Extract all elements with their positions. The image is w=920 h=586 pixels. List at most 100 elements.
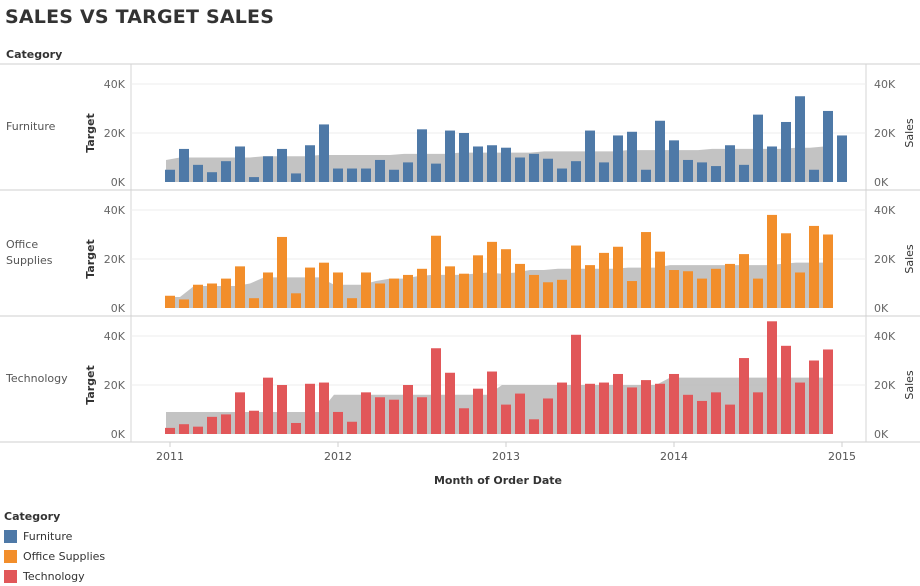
sales-bar[interactable]	[179, 424, 189, 434]
sales-bar[interactable]	[711, 166, 721, 182]
sales-bar[interactable]	[767, 214, 777, 308]
sales-bar[interactable]	[557, 279, 567, 308]
sales-bar[interactable]	[683, 394, 693, 434]
sales-bar[interactable]	[473, 388, 483, 434]
sales-bar[interactable]	[305, 383, 315, 434]
sales-bar[interactable]	[403, 162, 413, 182]
sales-bar[interactable]	[347, 421, 357, 434]
sales-bar[interactable]	[683, 159, 693, 182]
sales-bar[interactable]	[585, 383, 595, 434]
sales-bar[interactable]	[333, 272, 343, 308]
sales-bar[interactable]	[221, 161, 231, 182]
sales-bar[interactable]	[179, 299, 189, 308]
sales-bar[interactable]	[613, 135, 623, 182]
sales-bar[interactable]	[529, 419, 539, 434]
sales-bar[interactable]	[599, 252, 609, 308]
sales-bar[interactable]	[767, 146, 777, 182]
sales-bar[interactable]	[459, 133, 469, 182]
sales-bar[interactable]	[249, 177, 259, 182]
sales-bar[interactable]	[389, 278, 399, 308]
sales-bar[interactable]	[263, 156, 273, 182]
sales-bar[interactable]	[739, 164, 749, 182]
sales-bar[interactable]	[795, 382, 805, 434]
sales-bar[interactable]	[347, 298, 357, 308]
sales-bar[interactable]	[599, 382, 609, 434]
sales-bar[interactable]	[655, 383, 665, 434]
sales-bar[interactable]	[179, 148, 189, 182]
sales-bar[interactable]	[207, 283, 217, 309]
sales-bar[interactable]	[431, 348, 441, 434]
sales-bar[interactable]	[291, 422, 301, 434]
sales-bar[interactable]	[291, 293, 301, 308]
sales-bar[interactable]	[277, 148, 287, 182]
sales-bar[interactable]	[627, 281, 637, 308]
sales-bar[interactable]	[431, 235, 441, 308]
sales-bar[interactable]	[221, 278, 231, 308]
sales-bar[interactable]	[529, 153, 539, 182]
sales-bar[interactable]	[543, 398, 553, 434]
sales-bar[interactable]	[389, 399, 399, 434]
sales-bar[interactable]	[445, 372, 455, 434]
sales-bar[interactable]	[767, 321, 777, 434]
sales-bar[interactable]	[809, 225, 819, 308]
sales-bar[interactable]	[613, 373, 623, 434]
sales-bar[interactable]	[753, 392, 763, 434]
sales-bar[interactable]	[725, 145, 735, 182]
sales-bar[interactable]	[249, 298, 259, 308]
sales-bar[interactable]	[711, 268, 721, 308]
sales-bar[interactable]	[319, 262, 329, 308]
sales-bar[interactable]	[417, 268, 427, 308]
sales-bar[interactable]	[501, 249, 511, 308]
sales-bar[interactable]	[235, 146, 245, 182]
sales-bar[interactable]	[459, 408, 469, 434]
sales-bar[interactable]	[361, 168, 371, 182]
sales-bar[interactable]	[333, 411, 343, 434]
sales-bar[interactable]	[389, 169, 399, 182]
sales-bar[interactable]	[557, 168, 567, 182]
sales-bar[interactable]	[165, 295, 175, 308]
sales-bar[interactable]	[655, 120, 665, 182]
sales-bar[interactable]	[515, 393, 525, 434]
sales-bar[interactable]	[319, 124, 329, 182]
sales-bar[interactable]	[781, 121, 791, 182]
sales-bar[interactable]	[613, 246, 623, 308]
sales-bar[interactable]	[207, 416, 217, 434]
sales-bar[interactable]	[823, 234, 833, 309]
sales-bar[interactable]	[669, 270, 679, 308]
sales-bar[interactable]	[221, 414, 231, 434]
sales-bar[interactable]	[697, 162, 707, 182]
sales-bar[interactable]	[655, 251, 665, 308]
sales-bar[interactable]	[823, 110, 833, 182]
sales-bar[interactable]	[571, 161, 581, 182]
sales-bar[interactable]	[725, 404, 735, 434]
sales-bar[interactable]	[571, 245, 581, 308]
sales-bar[interactable]	[669, 373, 679, 434]
sales-bar[interactable]	[305, 267, 315, 308]
sales-bar[interactable]	[165, 169, 175, 182]
sales-bar[interactable]	[641, 232, 651, 308]
sales-bar[interactable]	[627, 387, 637, 434]
sales-bar[interactable]	[459, 273, 469, 308]
sales-bar[interactable]	[361, 392, 371, 434]
sales-bar[interactable]	[333, 168, 343, 182]
sales-bar[interactable]	[809, 360, 819, 435]
sales-bar[interactable]	[781, 233, 791, 308]
sales-bar[interactable]	[347, 168, 357, 182]
sales-bar[interactable]	[417, 397, 427, 434]
sales-bar[interactable]	[683, 271, 693, 308]
sales-bar[interactable]	[543, 158, 553, 182]
sales-bar[interactable]	[837, 135, 847, 182]
sales-bar[interactable]	[235, 266, 245, 308]
sales-bar[interactable]	[445, 130, 455, 182]
sales-bar[interactable]	[403, 385, 413, 434]
sales-bar[interactable]	[375, 159, 385, 182]
sales-bar[interactable]	[207, 172, 217, 182]
sales-bar[interactable]	[515, 263, 525, 308]
sales-bar[interactable]	[543, 282, 553, 308]
sales-bar[interactable]	[571, 334, 581, 434]
sales-bar[interactable]	[263, 377, 273, 434]
sales-bar[interactable]	[697, 400, 707, 434]
sales-bar[interactable]	[753, 278, 763, 308]
sales-bar[interactable]	[487, 241, 497, 308]
sales-bar[interactable]	[193, 426, 203, 434]
